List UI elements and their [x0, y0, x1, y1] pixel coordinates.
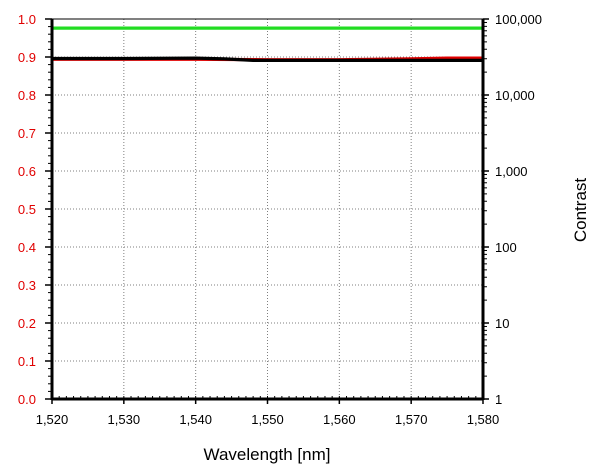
plot-frame: [45, 18, 489, 404]
y-left-tick-label: 0.1: [18, 354, 36, 369]
y-left-tick-label: 0.2: [18, 316, 36, 331]
series-line-3: [52, 56, 483, 63]
y-left-tick-label: 1.0: [18, 12, 36, 27]
y-left-tick-label: 0.4: [18, 240, 36, 255]
y-left-tick-label: 0.7: [18, 126, 36, 141]
x-axis-title: Wavelength [nm]: [204, 445, 331, 464]
y-right-tick-label: 100: [495, 240, 517, 255]
x-tick-label: 1,580: [467, 412, 500, 427]
x-tick-label: 1,560: [323, 412, 356, 427]
y-left-tick-label: 0.6: [18, 164, 36, 179]
grid: [52, 19, 483, 399]
y-left-tick-label: 0.5: [18, 202, 36, 217]
y-right-tick-label: 100,000: [495, 12, 542, 27]
y-left-tick-label: 0.0: [18, 392, 36, 407]
right-axis-title: Contrast: [571, 178, 590, 243]
x-tick-label: 1,570: [395, 412, 428, 427]
y-right-tick-label: 1: [495, 392, 502, 407]
x-tick-label: 1,520: [36, 412, 69, 427]
x-tick-label: 1,540: [179, 412, 212, 427]
y-left-tick-label: 0.3: [18, 278, 36, 293]
x-tick-label: 1,530: [108, 412, 141, 427]
y-right-tick-label: 10: [495, 316, 509, 331]
y-left-tick-label: 0.8: [18, 88, 36, 103]
y-left-tick-label: 0.9: [18, 50, 36, 65]
y-right-tick-label: 10,000: [495, 88, 535, 103]
x-tick-label: 1,550: [251, 412, 284, 427]
tick-labels: 1,520 1,530 1,540 1,550 1,560 1,570 1,580 0.0 0.…: [18, 12, 542, 427]
y-right-tick-label: 1,000: [495, 164, 528, 179]
series-group: [52, 26, 483, 63]
